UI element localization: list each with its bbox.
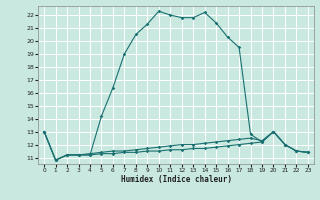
X-axis label: Humidex (Indice chaleur): Humidex (Indice chaleur)	[121, 175, 231, 184]
